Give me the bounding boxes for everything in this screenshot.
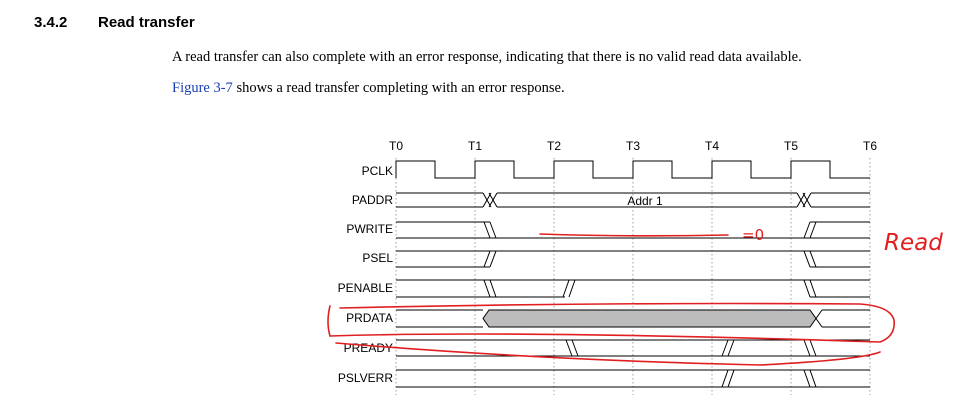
pwrite-waveform: [396, 221, 870, 239]
signal-label-psel: PSEL: [362, 251, 393, 265]
annotation-equals-zero: =0: [742, 226, 764, 244]
signal-label-penable: PENABLE: [338, 281, 393, 295]
section-number: 3.4.2: [34, 14, 68, 31]
signal-label-pslverr: PSLVERR: [338, 371, 393, 385]
time-label-t3: T3: [626, 139, 640, 153]
pclk-waveform: [395, 160, 870, 179]
pready-underline-mark: [335, 342, 881, 366]
paragraph-figure-reference: Figure 3-7 shows a read transfer complet…: [172, 80, 565, 97]
time-label-t5: T5: [784, 139, 798, 153]
signal-label-pclk: PCLK: [362, 164, 393, 178]
section-title: Read transfer: [98, 14, 195, 31]
pslverr-waveform: [396, 369, 870, 388]
signal-label-pready: PREADY: [344, 341, 393, 355]
penable-waveform: [396, 279, 870, 298]
time-label-t2: T2: [547, 139, 561, 153]
figure-reference-text: shows a read transfer completing with an…: [232, 80, 565, 96]
signal-label-prdata: PRDATA: [346, 311, 393, 325]
pwrite-underline-mark: [539, 233, 729, 237]
time-label-t0: T0: [389, 139, 403, 153]
prdata-waveform: [396, 309, 870, 328]
signal-label-paddr: PADDR: [352, 193, 393, 207]
time-label-t4: T4: [705, 139, 719, 153]
paddr-value-label: Addr 1: [627, 194, 663, 208]
prdata-circle-mark: [327, 302, 896, 343]
psel-waveform: [396, 250, 870, 268]
paddr-waveform: [396, 192, 870, 208]
annotation-read: Read: [884, 230, 943, 256]
time-label-t6: T6: [863, 139, 877, 153]
handwritten-annotations: [327, 233, 896, 366]
paragraph-error-response: A read transfer can also complete with a…: [172, 49, 802, 65]
time-label-t1: T1: [468, 139, 482, 153]
signal-label-pwrite: PWRITE: [346, 222, 393, 236]
figure-link[interactable]: Figure 3-7: [172, 80, 233, 96]
